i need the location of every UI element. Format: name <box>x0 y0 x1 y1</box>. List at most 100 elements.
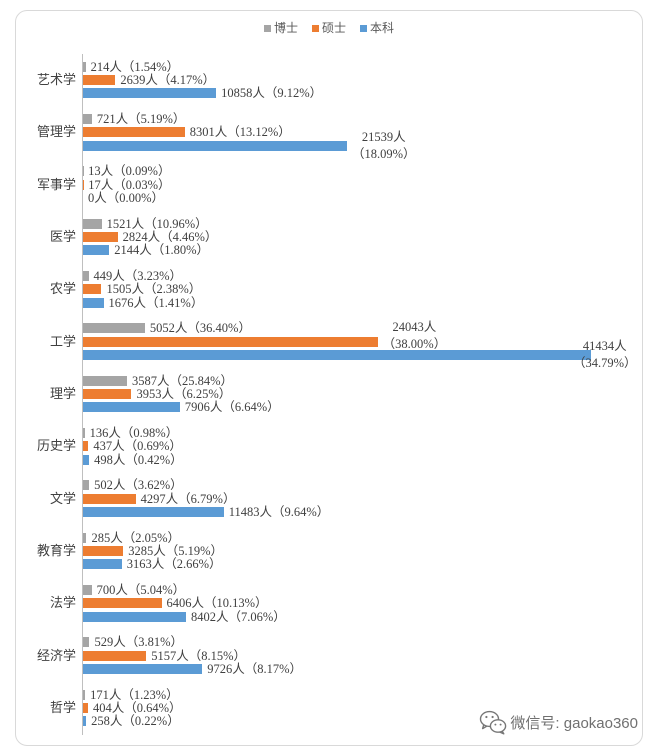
legend-item-phd: 博士 <box>263 21 298 35</box>
data-label-phd: 13人（0.09%） <box>88 164 171 179</box>
data-label-master: 404人（0.64%） <box>92 700 182 715</box>
data-label-phd: 214人（1.54%） <box>90 59 180 74</box>
data-label-bachelor: 11483人（9.64%） <box>228 504 330 519</box>
bar-master <box>83 127 185 138</box>
data-label-bachelor: 41434人 （34.79%） <box>573 338 637 372</box>
data-label-phd: 171人（1.23%） <box>90 687 179 702</box>
bar-master <box>83 650 147 661</box>
data-label-bachelor: 7906人（6.64%） <box>184 400 280 415</box>
data-label-bachelor: 1676人（1.41%） <box>108 295 204 310</box>
data-label-phd: 449人（3.23%） <box>93 269 183 284</box>
data-label-line: （34.79%） <box>573 355 637 370</box>
watermark: 微信号: gaokao360 <box>479 710 638 735</box>
data-label-master: 6406人（10.13%） <box>166 596 268 611</box>
data-label-line: （18.09%） <box>351 146 416 161</box>
bar-bachelor <box>83 349 591 360</box>
bar-bachelor <box>83 88 217 99</box>
bar-phd <box>83 689 86 700</box>
wechat-icon <box>479 710 507 735</box>
bar-bachelor <box>83 506 224 517</box>
legend-swatch-phd <box>263 24 271 32</box>
category-label: 文学 <box>49 490 76 506</box>
category-label: 医学 <box>49 228 76 244</box>
bar-master <box>83 702 88 713</box>
bar-master <box>83 336 378 347</box>
data-label-bachelor: 0人（0.00%） <box>88 190 165 205</box>
category-label: 历史学 <box>36 438 76 454</box>
bar-master <box>83 545 124 556</box>
data-label-bachelor: 498人（0.42%） <box>94 452 183 467</box>
data-label-phd: 700人（5.04%） <box>96 583 186 597</box>
data-label-master: 2824人（4.46%） <box>122 229 218 244</box>
bar-master <box>83 284 102 295</box>
data-label-phd: 3587人（25.84%） <box>131 373 233 388</box>
bar-phd <box>83 114 92 125</box>
data-label-master: 1505人（2.38%） <box>106 282 202 297</box>
legend-swatch-master <box>311 24 319 32</box>
data-label-master: 24043人 （38.00%） <box>383 319 447 353</box>
bar-master <box>83 231 118 242</box>
data-label-phd: 502人（3.62%） <box>94 478 183 493</box>
category-label: 军事学 <box>36 176 76 192</box>
data-label-master: 4297人（6.79%） <box>140 491 236 506</box>
category-label: 艺术学 <box>36 72 76 87</box>
watermark-text: 微信号: gaokao360 <box>510 715 638 732</box>
bar-phd <box>83 637 90 648</box>
data-label-master: 3285人（5.19%） <box>128 543 224 558</box>
legend-label-phd: 博士 <box>273 21 298 35</box>
data-label-master: 2639人（4.17%） <box>120 73 216 87</box>
data-label-master: 437人（0.69%） <box>93 439 182 454</box>
legend-label-bachelor: 本科 <box>370 21 395 35</box>
bar-bachelor <box>83 559 122 570</box>
category-label: 哲学 <box>49 699 76 715</box>
legend-swatch-bachelor <box>360 24 367 32</box>
data-label-phd: 1521人（10.96%） <box>106 216 208 231</box>
legend-label-master: 硕士 <box>321 21 346 35</box>
data-label-bachelor: 258人（0.22%） <box>91 714 180 729</box>
data-label-bachelor: 8402人（7.06%） <box>190 609 286 624</box>
legend: 博士 硕士 本科 <box>15 21 643 35</box>
category-label: 农学 <box>49 281 76 297</box>
bar-bachelor <box>83 454 90 465</box>
data-label-master: 3953人（6.25%） <box>136 386 232 401</box>
data-label-bachelor: 21539人 （18.09%） <box>352 129 416 163</box>
bar-bachelor <box>83 245 110 256</box>
data-label-line: （38.00%） <box>382 336 447 351</box>
bar-master <box>83 493 136 504</box>
bar-phd <box>83 428 85 438</box>
data-label-phd: 285人（2.05%） <box>91 530 181 545</box>
category-axis-line <box>82 54 83 735</box>
category-label: 管理学 <box>36 124 76 140</box>
data-label-bachelor: 10858人（9.12%） <box>221 86 323 101</box>
bar-phd <box>83 323 145 334</box>
chart-frame <box>15 10 643 746</box>
bar-master <box>83 441 89 452</box>
bar-master <box>83 388 132 399</box>
bar-bachelor <box>83 716 87 727</box>
bar-bachelor <box>83 140 347 151</box>
data-label-line: 41434人 <box>582 338 627 353</box>
category-label: 工学 <box>49 333 76 349</box>
data-label-line: 21539人 <box>361 129 406 144</box>
bar-bachelor <box>83 611 186 622</box>
data-label-phd: 721人（5.19%） <box>96 112 186 127</box>
bar-bachelor <box>83 402 180 413</box>
bar-phd <box>83 271 89 282</box>
data-label-line: 24043人 <box>392 319 437 334</box>
bar-master <box>83 75 116 85</box>
data-label-phd: 136人（0.98%） <box>89 426 179 440</box>
data-label-master: 17人（0.03%） <box>88 177 171 192</box>
bar-phd <box>83 218 102 229</box>
data-label-bachelor: 2144人（1.80%） <box>114 243 210 258</box>
category-label: 教育学 <box>36 542 76 558</box>
bar-master <box>83 598 162 609</box>
bar-phd <box>83 480 90 491</box>
bar-phd <box>83 375 127 386</box>
category-label: 法学 <box>49 595 76 611</box>
bar-phd <box>83 61 86 72</box>
data-label-phd: 529人（3.81%） <box>94 635 184 650</box>
category-label: 经济学 <box>36 647 76 663</box>
data-label-phd: 5052人（36.40%） <box>149 321 251 336</box>
